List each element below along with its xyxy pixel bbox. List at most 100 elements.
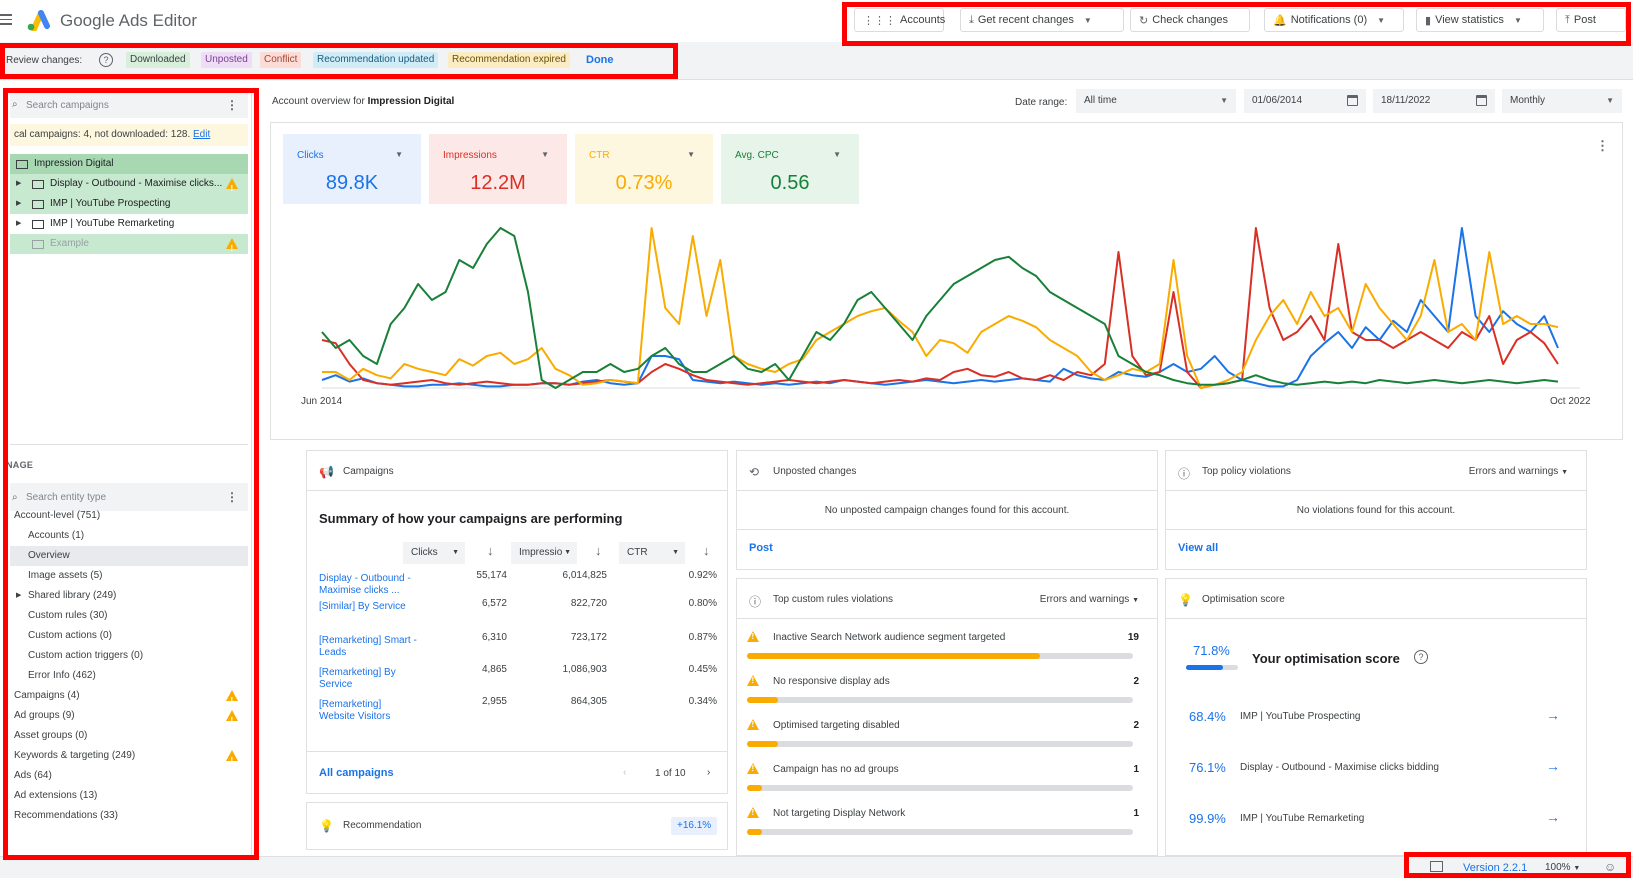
- calendar-icon[interactable]: [1476, 95, 1487, 106]
- chevron-down-icon[interactable]: ▼: [687, 150, 695, 159]
- end-date-input[interactable]: 18/11/2022: [1373, 89, 1495, 113]
- alert-circle-icon: ⓘ: [1178, 467, 1191, 481]
- notifications-button[interactable]: 🔔 Notifications (0) ▼: [1264, 8, 1404, 32]
- chevron-down-icon[interactable]: ▼: [395, 150, 403, 159]
- rule-violation-row[interactable]: Not targeting Display Network 1: [737, 799, 1157, 841]
- policy-filter-select[interactable]: Errors and warnings ▼: [1469, 466, 1568, 477]
- metric-tile-impressions[interactable]: Impressions ▼ 12.2M: [429, 134, 567, 204]
- pager-next-icon[interactable]: ›: [707, 767, 711, 778]
- all-campaigns-link[interactable]: All campaigns: [319, 767, 394, 779]
- entity-item[interactable]: Ads (64): [10, 766, 248, 786]
- custom-rules-card: ⓘ Top custom rules violations Errors and…: [736, 578, 1158, 856]
- chevron-down-icon: ▼: [452, 549, 459, 556]
- tree-campaign[interactable]: ▶ IMP | YouTube Remarketing: [10, 214, 248, 234]
- view-all-link[interactable]: View all: [1178, 542, 1219, 554]
- zoom-select[interactable]: 100% ▼: [1545, 862, 1580, 873]
- metric-tile-avg-cpc[interactable]: Avg. CPC ▼ 0.56: [721, 134, 859, 204]
- column-select-clicks[interactable]: Clicks ▼: [403, 542, 465, 564]
- rules-filter-select[interactable]: Errors and warnings ▼: [1040, 594, 1139, 605]
- post-link[interactable]: Post: [749, 542, 773, 554]
- expand-caret-icon[interactable]: ▶: [16, 200, 22, 207]
- review-chip-recommendation-updated[interactable]: Recommendation updated: [313, 52, 439, 68]
- view-statistics-button[interactable]: ▮ View statistics ▼: [1416, 8, 1544, 32]
- rule-violation-row[interactable]: Optimised targeting disabled 2: [737, 711, 1157, 753]
- entity-item[interactable]: Ad groups (9): [10, 706, 248, 731]
- arrow-right-icon[interactable]: →: [1546, 809, 1560, 825]
- entity-item[interactable]: ▶ Shared library (249): [10, 586, 248, 606]
- version-link[interactable]: Version 2.2.1: [1463, 862, 1528, 874]
- rule-violation-bar: [747, 829, 1133, 835]
- rule-violation-row[interactable]: Campaign has no ad groups 1: [737, 755, 1157, 797]
- campaign-link[interactable]: [Remarketing] Website Visitors: [319, 699, 391, 722]
- tree-campaign[interactable]: Example: [10, 234, 248, 254]
- campaign-link[interactable]: [Similar] By Service: [319, 601, 406, 612]
- campaign-link[interactable]: [Remarketing] By Service: [319, 667, 396, 690]
- arrow-right-icon[interactable]: →: [1546, 758, 1560, 774]
- entity-item[interactable]: Asset groups (0): [10, 726, 248, 746]
- panel-toggle-icon[interactable]: [1430, 861, 1443, 872]
- pager-prev-icon[interactable]: ‹: [623, 767, 627, 778]
- help-icon[interactable]: ?: [1414, 650, 1428, 664]
- tree-campaign[interactable]: ▶ Display - Outbound - Maximise clicks...: [10, 174, 248, 194]
- sort-arrow-icon[interactable]: ↓: [487, 543, 494, 558]
- granularity-select[interactable]: Monthly ▼: [1502, 89, 1622, 113]
- review-chip-conflict[interactable]: Conflict: [260, 52, 302, 68]
- sort-arrow-icon[interactable]: ↓: [595, 543, 602, 558]
- chevron-down-icon[interactable]: ▼: [1083, 15, 1092, 25]
- calendar-icon[interactable]: [1347, 95, 1358, 106]
- entity-item[interactable]: Custom action triggers (0): [10, 646, 248, 666]
- campaign-icon: [32, 240, 44, 249]
- menu-icon[interactable]: [0, 14, 12, 28]
- rule-violation-row[interactable]: Inactive Search Network audience segment…: [737, 623, 1157, 665]
- review-chip-unposted[interactable]: Unposted: [201, 52, 252, 68]
- metric-tile-clicks[interactable]: Clicks ▼ 89.8K: [283, 134, 421, 204]
- metric-label: Clicks: [297, 150, 324, 161]
- rule-violation-row[interactable]: No responsive display ads 2: [737, 667, 1157, 709]
- review-chip-recommendation-expired[interactable]: Recommendation expired: [448, 52, 570, 68]
- help-icon[interactable]: ?: [99, 53, 113, 67]
- entity-item[interactable]: Custom actions (0): [10, 626, 248, 646]
- campaign-link[interactable]: [Remarketing] Smart - Leads: [319, 635, 417, 658]
- entity-item[interactable]: Error Info (462): [10, 666, 248, 686]
- entity-item[interactable]: Image assets (5): [10, 566, 248, 586]
- more-vert-icon[interactable]: ⋮: [226, 490, 238, 504]
- sort-arrow-icon[interactable]: ↓: [703, 543, 710, 558]
- entity-item[interactable]: Overview: [10, 546, 248, 566]
- chevron-down-icon[interactable]: ▼: [1377, 15, 1386, 25]
- post-button[interactable]: ⤒ Post: [1556, 8, 1626, 32]
- expand-caret-icon[interactable]: ▶: [16, 592, 22, 599]
- entity-item[interactable]: Campaigns (4): [10, 686, 248, 711]
- column-select-ctr[interactable]: CTR ▼: [619, 542, 685, 564]
- entity-search-input[interactable]: ⌕ Search entity type ⋮: [10, 483, 248, 511]
- campaign-search-input[interactable]: ⌕ Search campaigns ⋮: [10, 92, 248, 118]
- entity-item[interactable]: Keywords & targeting (249): [10, 746, 248, 771]
- accounts-button[interactable]: ⋮⋮⋮ Accounts: [854, 8, 945, 32]
- start-date-input[interactable]: 01/06/2014: [1244, 89, 1366, 113]
- done-link[interactable]: Done: [586, 54, 614, 66]
- recommendation-card[interactable]: 💡 Recommendation +16.1%: [306, 802, 728, 850]
- expand-caret-icon[interactable]: ▶: [16, 180, 22, 187]
- arrow-right-icon[interactable]: →: [1546, 707, 1560, 723]
- more-vert-icon[interactable]: ⋮: [226, 98, 238, 112]
- check-changes-button[interactable]: ↻ Check changes: [1130, 8, 1250, 32]
- edit-link[interactable]: Edit: [193, 129, 211, 140]
- get-recent-changes-button[interactable]: ⤓ Get recent changes ▼: [960, 8, 1124, 32]
- entity-item[interactable]: Account-level (751): [10, 506, 248, 526]
- entity-item[interactable]: Ad extensions (13): [10, 786, 248, 806]
- feedback-icon[interactable]: ☺: [1604, 860, 1617, 874]
- date-range-select[interactable]: All time ▼: [1076, 89, 1236, 113]
- entity-item[interactable]: Custom rules (30): [10, 606, 248, 626]
- column-select-impressions[interactable]: Impressio ▼: [511, 542, 577, 564]
- chevron-down-icon[interactable]: ▼: [1513, 15, 1522, 25]
- campaign-link[interactable]: Display - Outbound - Maximise clicks ...: [319, 573, 411, 596]
- more-vert-icon[interactable]: ⋮: [1596, 138, 1609, 153]
- chevron-down-icon[interactable]: ▼: [541, 150, 549, 159]
- review-chip-downloaded[interactable]: Downloaded: [126, 52, 190, 68]
- expand-caret-icon[interactable]: ▶: [16, 220, 22, 227]
- entity-item[interactable]: Accounts (1): [10, 526, 248, 546]
- entity-item[interactable]: Recommendations (33): [10, 806, 248, 826]
- metric-tile-ctr[interactable]: CTR ▼ 0.73%: [575, 134, 713, 204]
- chevron-down-icon[interactable]: ▼: [833, 150, 841, 159]
- tree-campaign[interactable]: ▶ IMP | YouTube Prospecting: [10, 194, 248, 214]
- tree-account[interactable]: Impression Digital: [10, 154, 248, 174]
